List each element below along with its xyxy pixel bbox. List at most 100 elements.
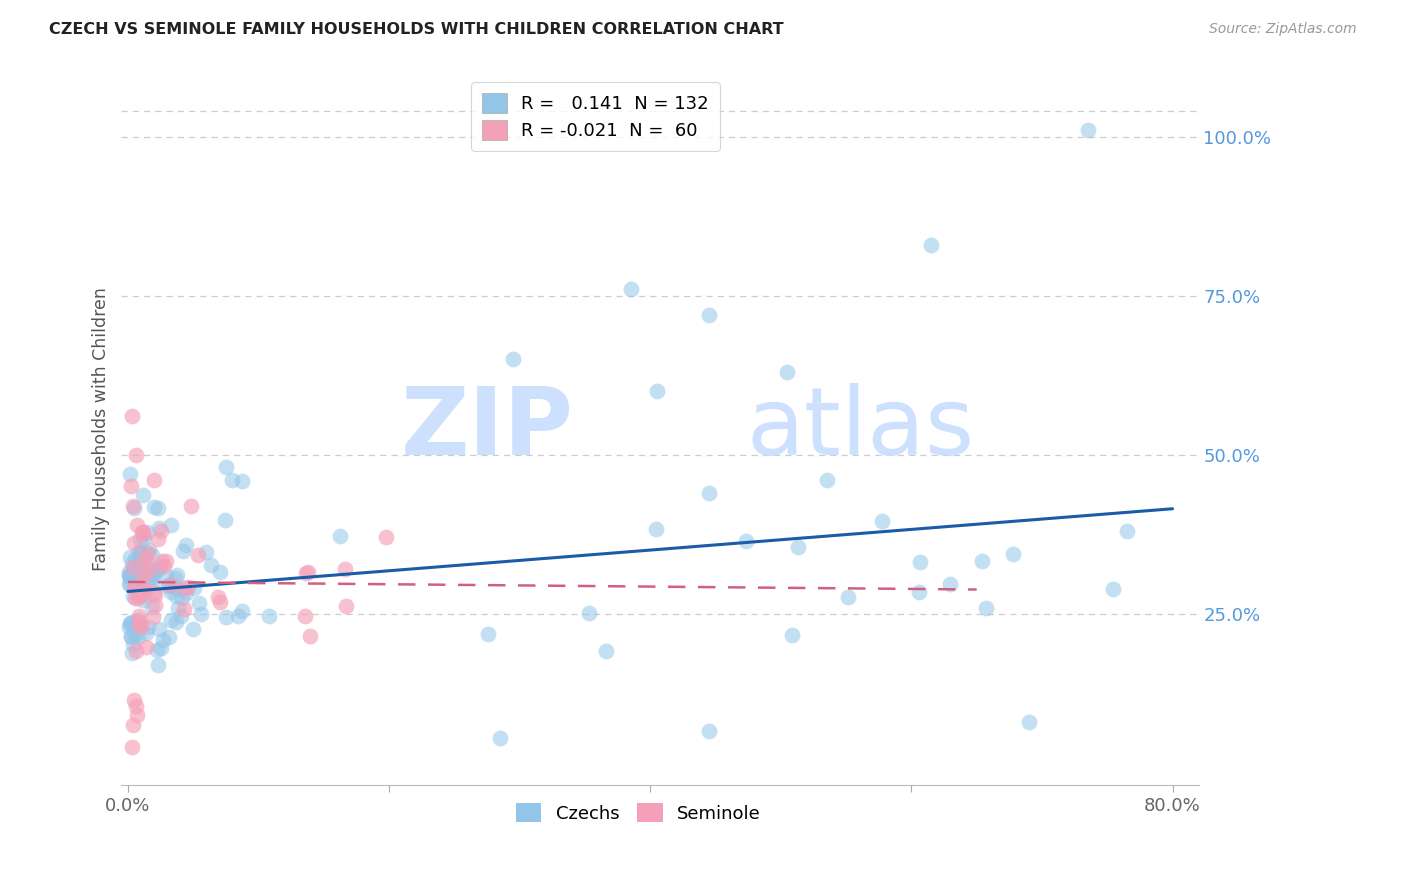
- Point: [125, 698, 148, 713]
- Point: [129, 547, 152, 561]
- Point: [165, 581, 187, 595]
- Point: [138, 543, 160, 558]
- Point: [132, 525, 155, 540]
- Point: [1001, 547, 1024, 561]
- Point: [141, 576, 163, 591]
- Point: [294, 609, 316, 624]
- Point: [173, 581, 195, 595]
- Point: [142, 610, 165, 624]
- Point: [141, 566, 163, 581]
- Point: [298, 629, 321, 643]
- Point: [128, 619, 150, 633]
- Point: [190, 607, 212, 621]
- Point: [645, 384, 668, 398]
- Point: [132, 531, 155, 545]
- Point: [697, 724, 720, 739]
- Point: [143, 588, 166, 602]
- Point: [136, 546, 159, 560]
- Point: [121, 646, 143, 660]
- Point: [215, 460, 238, 475]
- Point: [127, 630, 149, 644]
- Point: [920, 237, 942, 252]
- Point: [142, 568, 165, 582]
- Legend: Czechs, Seminole: Czechs, Seminole: [509, 796, 768, 830]
- Point: [1116, 524, 1139, 539]
- Point: [128, 615, 150, 629]
- Point: [177, 580, 200, 594]
- Point: [489, 731, 512, 745]
- Point: [124, 565, 146, 579]
- Point: [167, 601, 190, 615]
- Point: [157, 578, 180, 592]
- Point: [124, 575, 146, 590]
- Point: [138, 563, 160, 577]
- Point: [131, 562, 153, 576]
- Point: [148, 520, 170, 534]
- Point: [135, 524, 157, 539]
- Point: [139, 571, 162, 585]
- Point: [780, 628, 803, 642]
- Point: [159, 578, 181, 592]
- Point: [174, 538, 197, 552]
- Point: [125, 448, 148, 462]
- Point: [122, 718, 145, 732]
- Point: [124, 644, 146, 658]
- Point: [620, 282, 643, 296]
- Point: [124, 552, 146, 566]
- Point: [1102, 582, 1125, 597]
- Point: [132, 585, 155, 599]
- Point: [122, 637, 145, 651]
- Point: [121, 556, 143, 570]
- Point: [131, 525, 153, 540]
- Point: [128, 545, 150, 559]
- Point: [174, 586, 197, 600]
- Point: [148, 533, 170, 547]
- Point: [165, 615, 187, 629]
- Point: [118, 568, 141, 582]
- Point: [146, 501, 169, 516]
- Point: [907, 585, 929, 599]
- Point: [143, 563, 166, 577]
- Point: [124, 627, 146, 641]
- Y-axis label: Family Households with Children: Family Households with Children: [93, 287, 110, 571]
- Point: [170, 609, 193, 624]
- Point: [160, 585, 183, 599]
- Point: [118, 568, 141, 582]
- Point: [132, 527, 155, 541]
- Point: [122, 572, 145, 586]
- Point: [297, 565, 319, 579]
- Point: [173, 601, 195, 615]
- Point: [122, 560, 145, 574]
- Point: [122, 499, 145, 513]
- Point: [129, 588, 152, 602]
- Point: [118, 568, 141, 582]
- Point: [294, 566, 316, 580]
- Point: [172, 543, 194, 558]
- Point: [166, 568, 188, 582]
- Point: [129, 559, 152, 574]
- Point: [163, 571, 186, 585]
- Point: [146, 562, 169, 576]
- Point: [135, 626, 157, 640]
- Point: [183, 581, 205, 595]
- Point: [131, 574, 153, 588]
- Point: [150, 641, 173, 656]
- Point: [128, 616, 150, 631]
- Point: [477, 626, 499, 640]
- Point: [132, 488, 155, 502]
- Point: [697, 308, 720, 322]
- Point: [128, 588, 150, 602]
- Point: [148, 623, 170, 637]
- Point: [152, 558, 174, 573]
- Point: [135, 546, 157, 560]
- Point: [120, 549, 142, 564]
- Point: [939, 576, 962, 591]
- Text: Source: ZipAtlas.com: Source: ZipAtlas.com: [1209, 22, 1357, 37]
- Point: [159, 518, 181, 533]
- Point: [231, 604, 253, 618]
- Point: [157, 579, 180, 593]
- Point: [142, 584, 165, 599]
- Point: [134, 584, 156, 599]
- Point: [209, 595, 232, 609]
- Point: [120, 629, 142, 643]
